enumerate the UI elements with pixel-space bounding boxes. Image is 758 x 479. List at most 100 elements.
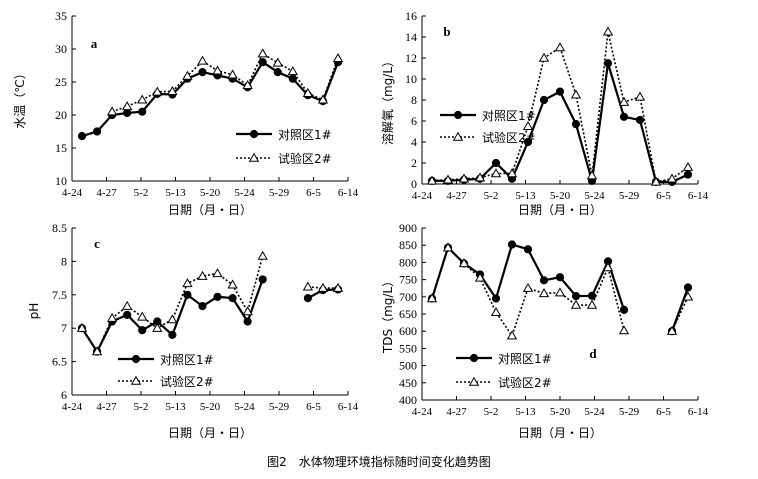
panel-c-series-trial-point — [242, 306, 253, 316]
panel-d-series-trial-point — [602, 262, 614, 272]
panel-b-y-tick-label: 2 — [411, 156, 417, 170]
panel-b-legend-trial-marker — [452, 131, 464, 141]
panel-c-series-control-point — [168, 330, 177, 339]
panel-c-series-control-point — [243, 317, 252, 326]
panel-b-series-trial-point — [618, 96, 630, 106]
panel-a-x-axis-title: 日期（月・日） — [168, 203, 252, 217]
panel-c-series-control-point — [198, 302, 207, 311]
panel-a-x-tick-label: 4-27 — [96, 187, 117, 199]
panel-b-series-trial-point — [426, 175, 438, 185]
panel-c-series-trial-line — [81, 255, 338, 354]
panel-a-legend-trial-marker — [248, 152, 260, 162]
panel-a-y-tick-label: 25 — [55, 75, 67, 89]
panel-b-series-control-line — [432, 62, 689, 183]
panel-d-series-trial-point — [586, 299, 598, 309]
panel-a-series-trial-point — [106, 106, 118, 116]
panel-c-label: c — [94, 236, 100, 251]
panel-a-series-trial-point — [272, 57, 283, 67]
panel-a-series-trial-point — [257, 48, 268, 58]
panel-c-series-trial-point — [152, 322, 163, 332]
panel-b-x-tick-label: 5-13 — [515, 190, 536, 202]
panel-c-legend-control-marker — [131, 354, 141, 364]
panel-c-legend-control-label: 对照区1# — [160, 353, 214, 367]
panel-a-series-control-point — [138, 107, 147, 116]
panel-d-y-tick-label: 450 — [399, 376, 417, 390]
panel-a-series-control-point — [92, 127, 102, 136]
panel-a-series-trial-point — [182, 70, 193, 80]
panel-b-series-control-point — [619, 112, 629, 121]
panel-d-series-trial-point — [442, 242, 454, 252]
panel-a-series-trial-point — [302, 87, 314, 97]
panel-d-series-trial-point — [426, 293, 438, 303]
panel-b-series-control-point — [555, 87, 565, 96]
panel-a-series-trial-point — [212, 65, 223, 75]
panel-c-x-axis-title: 日期（月・日） — [168, 426, 252, 440]
panel-d-y-tick-label: 600 — [399, 324, 417, 338]
panel-c-x-tick-label: 5-20 — [200, 401, 221, 413]
panel-b-series-control-point — [635, 115, 645, 125]
panel-c-x-tick-label: 6-14 — [338, 401, 359, 413]
panel-b-series-trial-point — [650, 176, 662, 186]
panel-c-x-tick-label: 5-29 — [269, 401, 290, 413]
panel-b-series-trial-point — [554, 42, 566, 52]
panel-b-series-trial-point — [634, 91, 646, 101]
panel-b-series-control-point — [571, 120, 581, 129]
panel-d-legend-control-label: 对照区1# — [498, 352, 552, 366]
panel-d-series-trial-point — [618, 325, 630, 335]
panel-c-legend-trial-label: 试验区2# — [160, 374, 214, 389]
panel-a-series-trial-line — [111, 52, 339, 113]
panel-d-x-tick-label: 6-14 — [688, 406, 709, 418]
panel-c-series-trial-point — [106, 312, 118, 322]
panel-b-series-trial-point — [602, 26, 614, 36]
panel-b-series-control-point — [603, 59, 613, 68]
panel-b-series-control-point — [523, 137, 533, 147]
panel-b-series-trial-point — [570, 89, 582, 99]
panel-d-y-axis-title: TDS（mg/L） — [381, 275, 395, 354]
panel-c-series-trial-point — [257, 250, 268, 260]
panel-b-x-axis-title: 日期（月・日） — [518, 203, 602, 217]
panel-d-series-trial-point — [538, 288, 550, 298]
panel-c-y-tick-label: 7.5 — [52, 288, 67, 302]
panel-a-series-trial-point — [332, 52, 344, 62]
panel-d-x-tick-label: 5-13 — [515, 406, 536, 418]
panel-b-x-tick-label: 6-14 — [688, 190, 709, 202]
panel-b-x-tick-label: 4-24 — [412, 190, 433, 202]
panel-d-series-control-point — [587, 291, 597, 300]
panel-a-y-tick-label: 30 — [55, 42, 67, 56]
panel-c-y-tick-label: 7 — [61, 321, 67, 335]
panel-a-series-trial-point — [122, 101, 133, 111]
panel-c-legend-trial-marker — [130, 375, 142, 385]
panel-a-y-tick-label: 20 — [55, 108, 67, 122]
panel-c-y-axis-title: pH — [27, 303, 41, 320]
panel-a-series-trial-point — [317, 94, 329, 104]
panel-b-series-control-point — [539, 95, 549, 105]
panel-c-series-control-point — [303, 294, 312, 303]
panel-b-x-tick-label: 6-5 — [656, 190, 671, 202]
panel-b-series-trial-point — [458, 173, 470, 183]
panel-c-y-tick-label: 8 — [61, 254, 67, 268]
panel-a-y-tick-label: 35 — [55, 9, 67, 23]
panel-d-series-control-point — [555, 273, 565, 282]
panel-d-series-control-point — [683, 283, 693, 292]
panel-b-x-tick-label: 4-27 — [446, 190, 467, 202]
panel-b-series-trial-point — [538, 52, 550, 62]
panel-d-y-tick-label: 850 — [399, 238, 417, 252]
panel-d-label: d — [589, 346, 597, 361]
panel-a-x-tick-label: 5-2 — [134, 187, 149, 199]
panel-c-series-control-line — [81, 279, 339, 354]
panel-b-x-tick-label: 5-29 — [619, 190, 640, 202]
panel-d-y-tick-label: 750 — [399, 273, 417, 287]
figure-caption: 图2 水体物理环境指标随时间变化趋势图 — [267, 455, 491, 469]
panel-d-y-tick-label: 800 — [399, 255, 417, 269]
panel-c-y-tick-label: 8.5 — [52, 221, 67, 235]
panel-c-x-tick-label: 5-2 — [134, 401, 149, 413]
panel-c-x-tick-label: 6-5 — [306, 401, 321, 413]
panel-b-series-trial-point — [522, 120, 534, 130]
panel-b-y-tick-label: 16 — [405, 9, 417, 23]
panel-b-series-trial-point — [490, 168, 502, 178]
panel-d-legend-trial-label: 试验区2# — [498, 375, 552, 390]
panel-b-y-tick-label: 8 — [411, 93, 417, 107]
panel-c-series-trial-point — [197, 270, 208, 280]
panel-b-x-tick-label: 5-20 — [550, 190, 571, 202]
panel-c-y-tick-label: 6.5 — [52, 355, 67, 369]
